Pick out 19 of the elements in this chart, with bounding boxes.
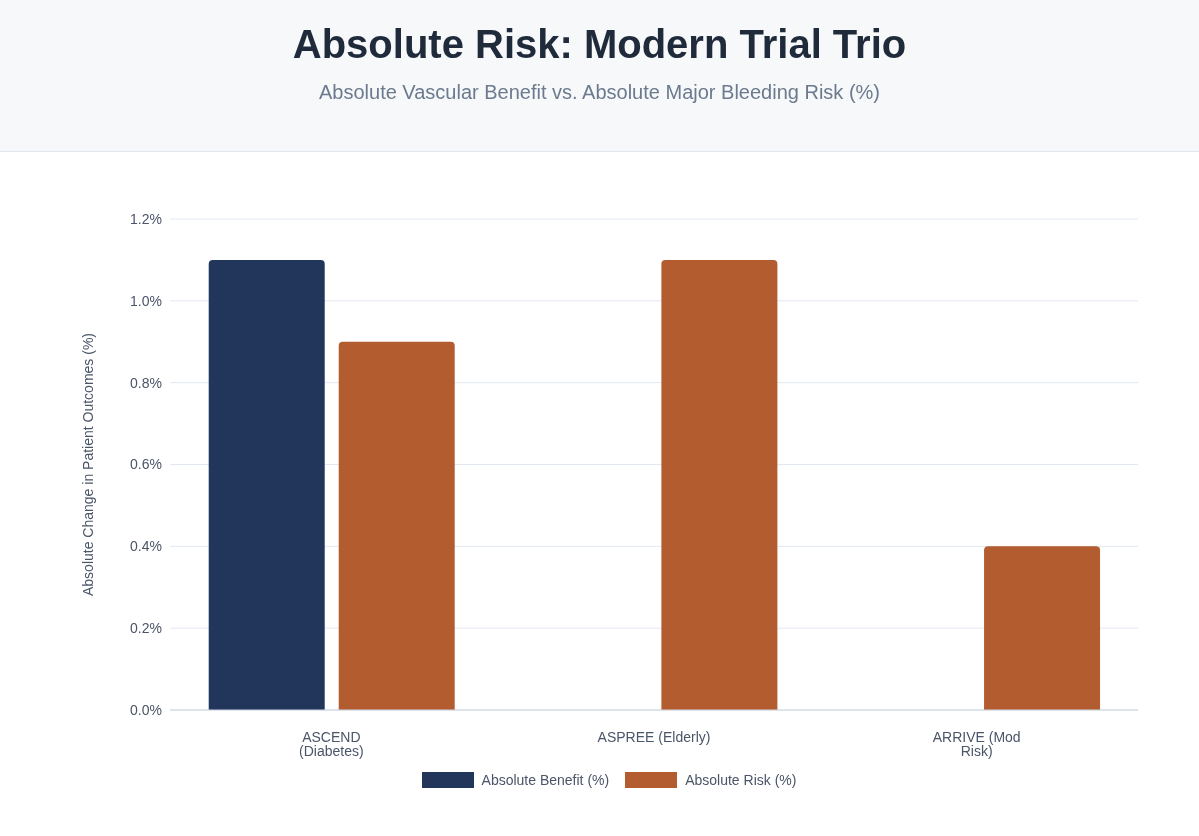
chart-subtitle: Absolute Vascular Benefit vs. Absolute Major Bleeding Risk (%) bbox=[318, 81, 881, 104]
y-tick-label: 0.8% bbox=[130, 374, 162, 391]
chart-title: Absolute Risk: Modern Trial Trio bbox=[291, 22, 908, 67]
legend-label: Absolute Risk (%) bbox=[685, 772, 797, 788]
bar bbox=[984, 546, 1101, 710]
bar bbox=[661, 259, 778, 710]
bar bbox=[338, 341, 455, 710]
x-tick-label: ARRIVE (Mod Risk) bbox=[932, 728, 1021, 759]
y-tick-label: 0.6% bbox=[130, 456, 162, 473]
y-tick-label: 0.4% bbox=[130, 538, 162, 555]
y-tick-label: 0.2% bbox=[130, 620, 162, 637]
legend-label: Absolute Benefit (%) bbox=[481, 772, 610, 788]
x-tick-label: ASCEND (Diabetes) bbox=[299, 728, 364, 759]
y-tick-label: 1.0% bbox=[130, 292, 162, 309]
bar bbox=[208, 259, 325, 710]
y-tick-label: 0.0% bbox=[130, 701, 162, 718]
y-axis-title: Absolute Change in Patient Outcomes (%) bbox=[79, 332, 96, 597]
x-tick-label: ASPREE (Elderly) bbox=[597, 728, 711, 745]
y-tick-label: 1.2% bbox=[130, 210, 162, 227]
